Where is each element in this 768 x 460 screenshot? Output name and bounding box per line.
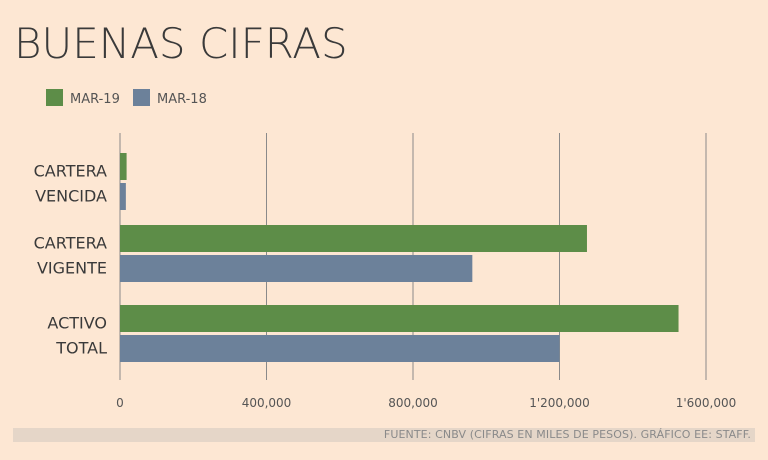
x-tick-label: 1'200,000	[529, 396, 590, 410]
legend-swatch-mar19	[46, 89, 63, 106]
bar-mar-19	[120, 153, 127, 180]
bar-mar-18	[120, 255, 473, 282]
x-axis-ticks: 0 400,000 800,000 1'200,000 1'600,000	[116, 396, 736, 410]
legend-label-mar18: MAR-18	[157, 92, 207, 107]
category-label: CARTERA	[34, 162, 107, 181]
bar-mar-18	[120, 335, 560, 362]
bar-mar-18	[120, 183, 126, 210]
x-tick-label: 1'600,000	[676, 396, 737, 410]
category-label: VENCIDA	[35, 187, 107, 206]
bars	[120, 153, 679, 362]
bar-mar-19	[120, 305, 679, 332]
x-tick-label: 800,000	[388, 396, 438, 410]
category-label: CARTERA	[34, 234, 107, 253]
legend-label-mar19: MAR-19	[70, 92, 120, 107]
category-label: ACTIVO	[47, 314, 107, 333]
x-tick-label: 0	[116, 396, 124, 410]
category-labels: CARTERA VENCIDA CARTERA VIGENTE ACTIVO TOTAL	[34, 162, 107, 358]
bar-mar-19	[120, 225, 587, 252]
source-note: FUENTE: CNBV (CIFRAS EN MILES DE PESOS).…	[383, 428, 751, 441]
category-label: TOTAL	[55, 339, 107, 358]
x-tick-label: 400,000	[242, 396, 292, 410]
category-label: VIGENTE	[37, 259, 107, 278]
legend: MAR-19 MAR-18	[46, 89, 207, 107]
chart-title: BUENAS CIFRAS	[14, 19, 348, 68]
legend-swatch-mar18	[133, 89, 150, 106]
source-band: FUENTE: CNBV (CIFRAS EN MILES DE PESOS).…	[13, 428, 755, 442]
